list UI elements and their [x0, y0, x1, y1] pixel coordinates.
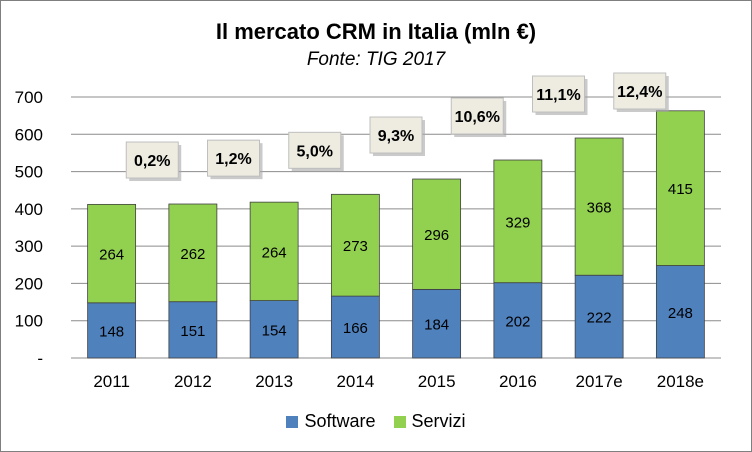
legend-swatch-servizi	[393, 415, 406, 428]
growth-annotation: 5,0%	[297, 143, 333, 160]
legend-label-software: Software	[304, 411, 376, 431]
legend-item-software: Software	[286, 411, 376, 432]
legend-label-servizi: Servizi	[411, 411, 466, 431]
y-tick-label: -	[37, 349, 43, 368]
data-label: 368	[587, 200, 612, 217]
bar-servizi	[655, 110, 705, 266]
growth-annotation: 12,4%	[617, 84, 662, 101]
x-tick-label: 2011	[93, 372, 130, 391]
annotation-box	[207, 139, 260, 177]
data-label: 264	[262, 244, 287, 261]
annotation-box	[613, 72, 667, 110]
bar-servizi	[412, 178, 462, 290]
data-label: 148	[99, 323, 124, 340]
data-label: 262	[180, 246, 205, 263]
growth-annotation: 1,2%	[215, 151, 251, 168]
y-tick-label: 100	[15, 312, 43, 331]
data-label: 264	[99, 247, 124, 264]
data-label: 184	[424, 317, 449, 334]
y-tick-label: 500	[15, 163, 43, 182]
data-label: 202	[505, 313, 530, 330]
bar-software	[249, 300, 299, 359]
data-label: 154	[262, 322, 287, 339]
y-tick-label: 200	[15, 274, 43, 293]
x-tick-label: 2018e	[657, 372, 704, 391]
chart-title: Il mercato CRM in Italia (mln €)	[215, 19, 537, 44]
bar-servizi	[330, 193, 380, 297]
annotation-box	[125, 141, 179, 179]
x-tick-label: 2013	[255, 372, 293, 391]
data-label: 329	[505, 214, 530, 231]
data-label: 248	[668, 305, 693, 322]
annotation-box	[450, 97, 504, 135]
legend-item-servizi: Servizi	[393, 411, 466, 432]
bar-software	[574, 274, 624, 359]
bar-servizi	[574, 137, 624, 276]
bar-servizi	[168, 203, 218, 303]
bar-software	[168, 301, 218, 359]
bar-software	[655, 265, 705, 359]
data-label: 166	[343, 320, 368, 337]
growth-annotation: 0,2%	[134, 153, 170, 170]
bar-servizi	[87, 203, 137, 304]
annotation-box	[288, 131, 342, 169]
y-tick-label: 300	[15, 237, 43, 256]
growth-annotation: 9,3%	[378, 128, 414, 145]
y-tick-label: 600	[15, 125, 43, 144]
x-tick-label: 2012	[174, 372, 212, 391]
bar-software	[87, 302, 137, 359]
chart-subtitle: Fonte: TIG 2017	[306, 49, 446, 70]
y-tick-label: 700	[15, 88, 43, 107]
x-tick-label: 2014	[336, 372, 374, 391]
growth-annotation: 11,1%	[536, 87, 580, 104]
bar-servizi	[249, 201, 299, 301]
annotation-box	[369, 116, 423, 154]
data-label: 222	[587, 310, 612, 327]
bar-servizi	[493, 159, 543, 284]
x-tick-label: 2016	[499, 372, 537, 391]
annotation-box	[532, 75, 585, 113]
x-tick-label: 2015	[418, 372, 456, 391]
legend: Software Servizi	[1, 411, 751, 432]
growth-annotation: 10,6%	[455, 109, 500, 126]
x-tick-label: 2017e	[575, 372, 622, 391]
bar-software	[412, 288, 462, 359]
legend-swatch-software	[286, 415, 299, 428]
data-label: 151	[180, 323, 205, 340]
bar-software	[330, 295, 380, 359]
y-tick-label: 400	[15, 200, 43, 219]
data-label: 415	[668, 181, 693, 198]
bar-software	[493, 282, 543, 359]
data-label: 273	[343, 238, 368, 255]
data-label: 296	[424, 227, 449, 244]
